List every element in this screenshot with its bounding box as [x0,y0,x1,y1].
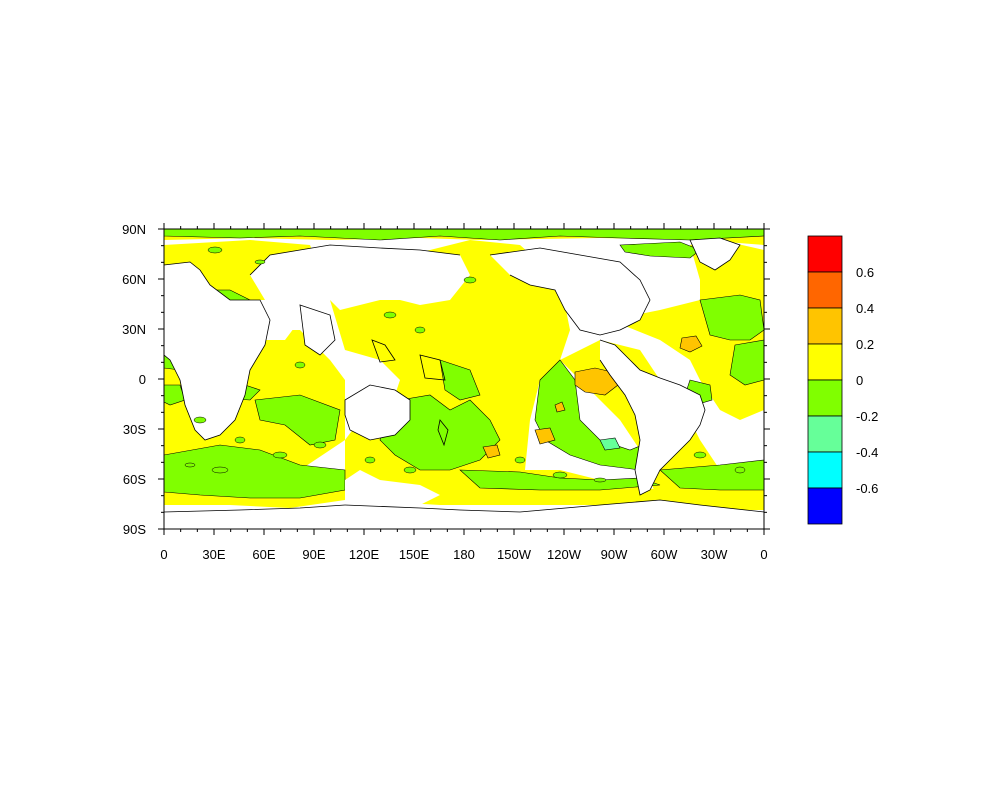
colorbar-swatch [807,343,843,381]
x-tick-label: 30E [202,547,225,562]
colorbar-swatch [807,487,843,525]
y-tick-label: 30S [123,422,146,437]
colorbar-label: -0.6 [856,481,878,496]
y-tick-label: 60N [122,272,146,287]
colorbar-swatch [807,235,843,273]
y-tick-label: 0 [139,372,146,387]
x-tick-label: 180 [453,547,475,562]
x-axis-ticks [163,223,765,535]
contour-noise [184,246,746,483]
x-tick-label: 150E [399,547,430,562]
colorbar-swatch [807,307,843,345]
colorbar-label: 0.6 [856,265,874,280]
colorbar-swatch [807,271,843,309]
colorbar: 0.6 0.4 0.2 0 -0.2 -0.4 -0.6 [807,235,878,525]
colorbar-label: 0.2 [856,337,874,352]
x-tick-label: 0 [760,547,767,562]
x-axis-labels: 0 30E 60E 90E 120E 150E 180 150W 120W 90W 60W 30W 0 [160,547,767,562]
x-tick-label: 90E [302,547,325,562]
y-tick-label: 90S [123,522,146,537]
x-tick-label: 60W [651,547,678,562]
y-tick-label: 60S [123,472,146,487]
x-tick-label: 60E [252,547,275,562]
x-tick-label: 30W [701,547,728,562]
x-tick-label: 120W [547,547,582,562]
colorbar-label: -0.4 [856,445,878,460]
x-tick-label: 120E [349,547,380,562]
colorbar-swatch [807,451,843,489]
x-tick-label: 0 [160,547,167,562]
map-panel [164,229,764,529]
y-axis-ticks [158,228,770,530]
y-axis-labels: 90N 60N 30N 0 30S 60S 90S [122,222,146,537]
ocean-fill-strong-positive [482,335,703,459]
x-tick-label: 90W [601,547,628,562]
x-tick-label: 150W [497,547,532,562]
y-tick-label: 30N [122,322,146,337]
y-tick-label: 90N [122,222,146,237]
colorbar-swatch [807,415,843,453]
colorbar-swatch [807,379,843,417]
coastlines [164,237,764,513]
colorbar-label: 0 [856,373,863,388]
colorbar-label: -0.2 [856,409,878,424]
colorbar-label: 0.4 [856,301,874,316]
